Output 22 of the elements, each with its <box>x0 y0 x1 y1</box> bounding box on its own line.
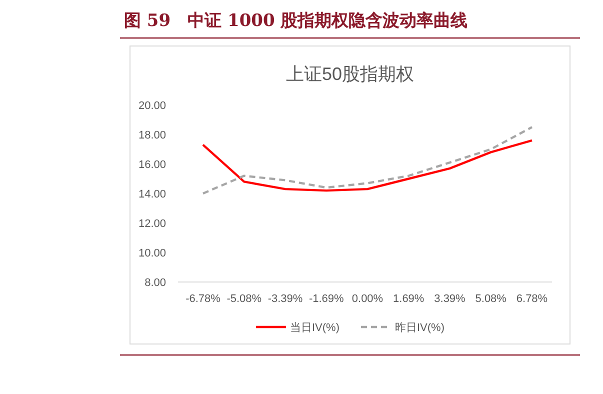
x-tick-label: 1.69% <box>393 293 424 305</box>
y-tick-label: 16.00 <box>138 159 166 171</box>
y-tick-label: 10.00 <box>138 248 166 260</box>
x-tick-label: -3.39% <box>268 293 303 305</box>
x-tick-label: 6.78% <box>516 293 548 305</box>
line-series <box>202 126 534 195</box>
x-tick-label: 0.00% <box>352 293 384 305</box>
y-tick-label: 8.00 <box>144 277 166 289</box>
x-tick-label: 5.08% <box>475 293 507 305</box>
y-tick-label: 14.00 <box>138 188 166 200</box>
x-tick-label: -5.08% <box>226 293 262 305</box>
x-tick-label: -1.69% <box>308 293 344 305</box>
chart-subtitle: 上证50股指期权 <box>286 64 414 84</box>
y-tick-label: 12.00 <box>138 218 166 230</box>
chart-title: 图 59 中证 1000 股指期权隐含波动率曲线 <box>124 11 468 31</box>
x-tick-label: 3.39% <box>434 293 466 305</box>
y-tick-label: 18.00 <box>138 130 166 142</box>
y-tick-label: 20.00 <box>138 100 166 112</box>
legend-label: 当日IV(%) <box>290 322 340 334</box>
line-series <box>202 139 534 192</box>
legend-label: 昨日IV(%) <box>395 322 444 334</box>
x-tick-label: -6.78% <box>186 293 221 305</box>
